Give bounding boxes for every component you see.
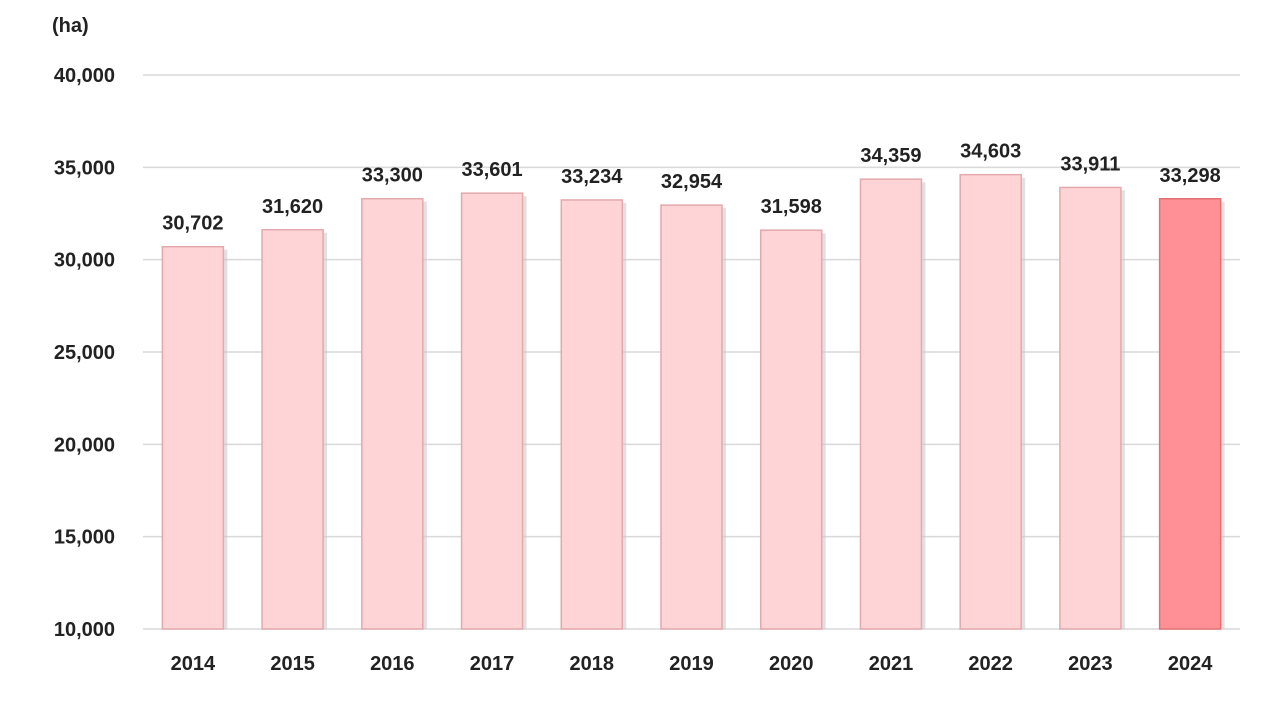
y-tick-label: 35,000: [54, 157, 115, 179]
x-tick-label: 2020: [769, 653, 814, 675]
bar-2014: [161, 245, 225, 630]
x-tick-label: 2022: [968, 653, 1013, 675]
bar-2015: [261, 229, 324, 630]
x-tick-label: 2019: [669, 653, 714, 675]
x-tick-label: 2018: [570, 653, 615, 675]
bar-2023: [1059, 186, 1122, 630]
x-tick-label: 2017: [470, 653, 515, 675]
x-tick-label: 2015: [270, 653, 315, 675]
y-tick-label: 20,000: [54, 434, 115, 456]
value-label: 33,911: [1060, 153, 1120, 175]
bar-2019: [660, 204, 723, 630]
bar-2022: [959, 173, 1022, 630]
bar-2017: [460, 192, 524, 630]
bar-2018: [560, 199, 624, 630]
y-tick-label: 30,000: [54, 250, 115, 272]
y-tick-label: 15,000: [54, 527, 115, 549]
x-tick-label: 2016: [370, 653, 415, 675]
bar-2024: [1158, 198, 1222, 630]
x-axis-ticks: 2014 2015 2016 2017 2018 2019 2020 2021 2022 2023…: [171, 653, 1214, 675]
bar-2016: [361, 197, 424, 630]
y-tick-label: 25,000: [54, 342, 115, 364]
x-tick-label: 2024: [1168, 653, 1213, 675]
value-label: 33,234: [561, 166, 623, 188]
value-label: 31,620: [262, 196, 323, 218]
bar-2020: [759, 229, 823, 630]
value-label: 32,954: [661, 171, 723, 193]
y-unit-label: (ha): [52, 15, 89, 37]
value-label: 31,598: [761, 196, 822, 218]
y-axis-ticks: 10,000 15,000 20,000 25,000 30,000 35,000 40,0…: [54, 65, 115, 641]
value-label: 30,702: [162, 213, 223, 235]
value-labels: 30,702 31,620 33,300 33,601 33,234 32,954 31,5…: [162, 141, 1220, 235]
value-label: 33,601: [461, 159, 522, 181]
value-label: 33,300: [362, 165, 423, 187]
value-label: 34,603: [960, 141, 1021, 163]
value-label: 34,359: [860, 145, 921, 167]
x-tick-label: 2014: [171, 653, 216, 675]
x-tick-label: 2021: [869, 653, 914, 675]
bar-2021: [859, 178, 923, 630]
y-tick-label: 40,000: [54, 65, 115, 87]
value-label: 33,298: [1160, 165, 1221, 187]
x-tick-label: 2023: [1068, 653, 1113, 675]
bars: [161, 173, 1225, 630]
y-tick-label: 10,000: [54, 619, 115, 641]
